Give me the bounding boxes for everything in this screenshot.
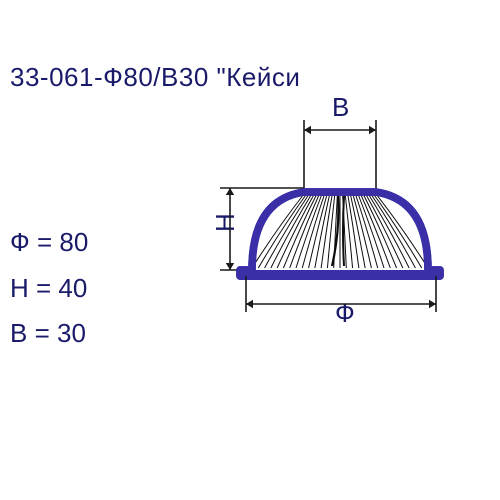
dim-h: Н = 40 <box>10 266 88 312</box>
technical-drawing <box>200 100 480 340</box>
product-title: 33-061-Ф80/В30 "Кейси <box>10 62 300 93</box>
dim-b: В = 30 <box>10 311 88 357</box>
dim-phi: Ф = 80 <box>10 220 88 266</box>
page-root: 33-061-Ф80/В30 "Кейси Ф = 80 Н = 40 В = … <box>0 0 500 500</box>
dimension-list: Ф = 80 Н = 40 В = 30 <box>10 220 88 357</box>
